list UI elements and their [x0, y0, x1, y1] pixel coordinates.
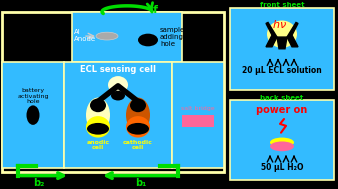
Ellipse shape — [96, 32, 118, 40]
Ellipse shape — [87, 123, 109, 135]
Ellipse shape — [108, 76, 128, 94]
Bar — [230, 100, 334, 180]
Text: back sheet: back sheet — [260, 95, 304, 101]
Ellipse shape — [126, 116, 150, 138]
Text: $h\nu$: $h\nu$ — [272, 18, 287, 29]
Bar — [64, 62, 172, 168]
Ellipse shape — [111, 91, 125, 101]
Text: ECL sensing cell: ECL sensing cell — [80, 65, 156, 74]
Polygon shape — [266, 22, 277, 47]
Ellipse shape — [267, 20, 297, 48]
Polygon shape — [287, 22, 298, 47]
Bar — [2, 12, 224, 172]
Text: front sheet: front sheet — [260, 2, 304, 8]
Text: 50 μL H₂O: 50 μL H₂O — [261, 163, 303, 172]
Ellipse shape — [130, 98, 146, 112]
Text: 20 μL ECL solution: 20 μL ECL solution — [242, 66, 322, 75]
Text: salt bridge: salt bridge — [181, 106, 215, 111]
Text: sample
adding
hole: sample adding hole — [160, 27, 185, 47]
Ellipse shape — [138, 34, 158, 46]
Ellipse shape — [126, 98, 150, 133]
Bar — [172, 62, 224, 168]
Ellipse shape — [270, 138, 294, 147]
Ellipse shape — [270, 141, 294, 151]
Polygon shape — [277, 37, 287, 49]
Text: b₂: b₂ — [33, 177, 45, 187]
Ellipse shape — [127, 123, 149, 135]
Ellipse shape — [90, 98, 106, 112]
Bar — [2, 62, 64, 168]
Text: anodic
cell: anodic cell — [87, 139, 110, 150]
Bar — [72, 12, 182, 62]
Text: Al
Anode: Al Anode — [74, 29, 96, 42]
Text: power on: power on — [257, 105, 308, 115]
Ellipse shape — [86, 98, 110, 133]
Ellipse shape — [86, 116, 110, 138]
Text: cathodic
cell: cathodic cell — [123, 139, 153, 150]
Text: b₁: b₁ — [135, 177, 147, 187]
Bar — [182, 115, 214, 127]
Ellipse shape — [26, 105, 40, 125]
Bar — [230, 8, 334, 90]
Text: battery
activating
hole: battery activating hole — [17, 88, 49, 104]
Text: f: f — [153, 5, 158, 15]
